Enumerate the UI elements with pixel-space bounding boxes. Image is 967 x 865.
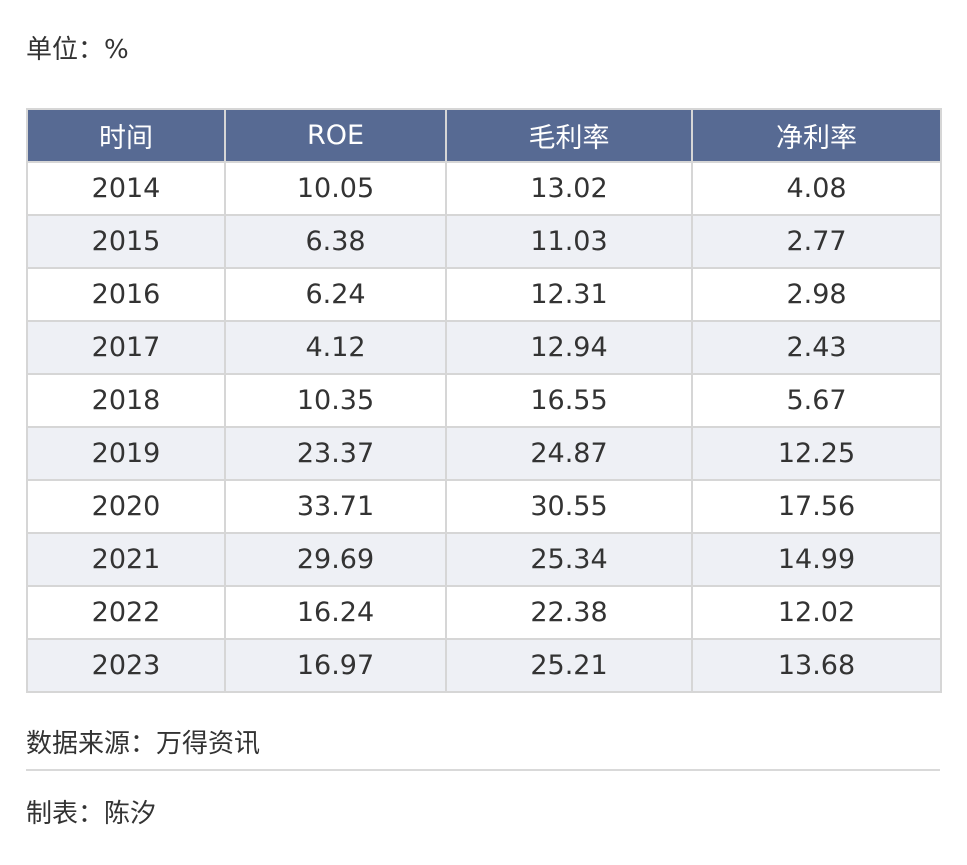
cell-net-margin: 4.08 [691, 161, 942, 216]
cell-gross-margin: 25.21 [445, 638, 693, 693]
column-header-gross-margin: 毛利率 [445, 108, 693, 163]
cell-net-margin: 2.43 [691, 320, 942, 375]
table-row: 2019 23.37 24.87 12.25 [26, 426, 942, 481]
table-body: 2014 10.05 13.02 4.08 2015 6.38 11.03 2.77 2016 6… [26, 161, 942, 693]
cell-year: 2022 [26, 585, 226, 640]
table-row: 2020 33.71 30.55 17.56 [26, 479, 942, 534]
cell-gross-margin: 12.94 [445, 320, 693, 375]
cell-roe: 33.71 [224, 479, 447, 534]
cell-roe: 16.97 [224, 638, 447, 693]
cell-year: 2014 [26, 161, 226, 216]
column-header-roe: ROE [224, 108, 447, 163]
column-header-net-margin: 净利率 [691, 108, 942, 163]
cell-roe: 10.35 [224, 373, 447, 428]
cell-gross-margin: 11.03 [445, 214, 693, 269]
cell-roe: 16.24 [224, 585, 447, 640]
cell-roe: 6.24 [224, 267, 447, 322]
financial-ratios-table: 时间 ROE 毛利率 净利率 2014 10.05 13.02 4.08 2015 6.3… [26, 108, 942, 693]
cell-roe: 23.37 [224, 426, 447, 481]
cell-gross-margin: 16.55 [445, 373, 693, 428]
cell-net-margin: 5.67 [691, 373, 942, 428]
table-row: 2018 10.35 16.55 5.67 [26, 373, 942, 428]
cell-roe: 10.05 [224, 161, 447, 216]
cell-year: 2017 [26, 320, 226, 375]
cell-year: 2018 [26, 373, 226, 428]
cell-net-margin: 2.98 [691, 267, 942, 322]
cell-net-margin: 17.56 [691, 479, 942, 534]
cell-roe: 4.12 [224, 320, 447, 375]
table-row: 2016 6.24 12.31 2.98 [26, 267, 942, 322]
table-row: 2023 16.97 25.21 13.68 [26, 638, 942, 693]
table-row: 2021 29.69 25.34 14.99 [26, 532, 942, 587]
cell-year: 2021 [26, 532, 226, 587]
cell-year: 2023 [26, 638, 226, 693]
cell-net-margin: 12.25 [691, 426, 942, 481]
cell-year: 2020 [26, 479, 226, 534]
table-maker-note: 制表：陈汐 [26, 799, 157, 829]
cell-net-margin: 14.99 [691, 532, 942, 587]
table-row: 2017 4.12 12.94 2.43 [26, 320, 942, 375]
cell-year: 2016 [26, 267, 226, 322]
cell-gross-margin: 25.34 [445, 532, 693, 587]
unit-label: 单位：% [26, 35, 129, 65]
data-source-note: 数据来源：万得资讯 [26, 729, 261, 759]
table-row: 2014 10.05 13.02 4.08 [26, 161, 942, 216]
cell-net-margin: 2.77 [691, 214, 942, 269]
cell-year: 2015 [26, 214, 226, 269]
cell-gross-margin: 12.31 [445, 267, 693, 322]
table-header-row: 时间 ROE 毛利率 净利率 [26, 108, 942, 163]
cell-gross-margin: 22.38 [445, 585, 693, 640]
cell-year: 2019 [26, 426, 226, 481]
divider [26, 769, 940, 771]
cell-roe: 6.38 [224, 214, 447, 269]
table-row: 2022 16.24 22.38 12.02 [26, 585, 942, 640]
cell-net-margin: 12.02 [691, 585, 942, 640]
cell-net-margin: 13.68 [691, 638, 942, 693]
cell-gross-margin: 13.02 [445, 161, 693, 216]
cell-roe: 29.69 [224, 532, 447, 587]
column-header-time: 时间 [26, 108, 226, 163]
cell-gross-margin: 24.87 [445, 426, 693, 481]
cell-gross-margin: 30.55 [445, 479, 693, 534]
table-row: 2015 6.38 11.03 2.77 [26, 214, 942, 269]
